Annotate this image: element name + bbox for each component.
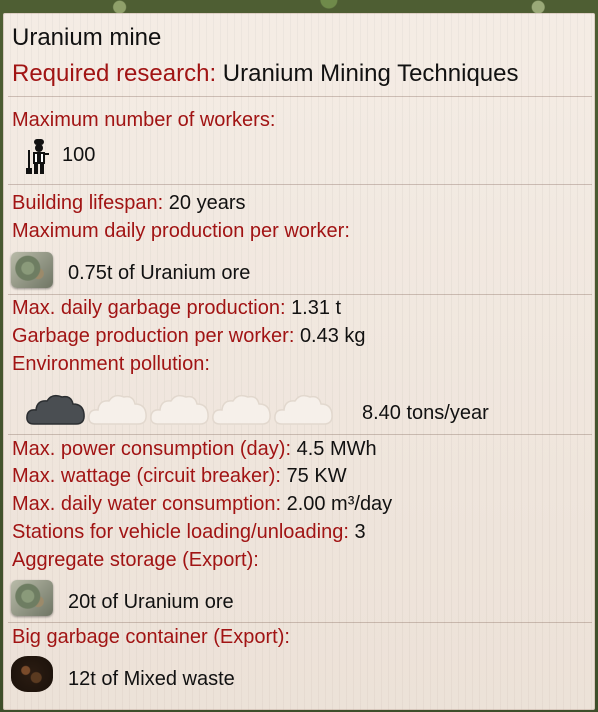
pollution-cloud-empty-icon — [148, 390, 212, 430]
stations-row: Stations for vehicle loading/unloading: … — [12, 520, 366, 544]
divider — [8, 184, 592, 185]
wattage-label: Max. wattage (circuit breaker): — [12, 465, 281, 487]
pollution-cloud-empty-icon — [210, 390, 274, 430]
water-value: 2.00 m³/day — [286, 493, 393, 515]
garbage-max-value: 1.31 t — [291, 297, 342, 319]
storage-value: 20t of Uranium ore — [68, 591, 234, 613]
pollution-label: Environment pollution: — [12, 353, 210, 375]
garbage-per-worker-row: Garbage production per worker: 0.43 kg — [12, 324, 366, 348]
pollution-cloud-empty-icon — [86, 390, 150, 430]
required-research: Required research: Uranium Mining Techni… — [12, 60, 519, 88]
uranium-ore-icon — [11, 252, 53, 288]
stations-value: 3 — [354, 521, 366, 543]
wattage-row: Max. wattage (circuit breaker): 75 KW — [12, 464, 347, 488]
divider — [8, 96, 592, 97]
garbage-max-row: Max. daily garbage production: 1.31 t — [12, 296, 341, 320]
pollution-value: 8.40 tons/year — [362, 402, 489, 424]
production-label: Maximum daily production per worker: — [12, 220, 350, 242]
worker-icon — [24, 136, 52, 181]
pollution-cloud-filled-icon — [24, 390, 88, 430]
mixed-waste-icon — [11, 656, 53, 692]
divider — [8, 434, 592, 435]
power-consumption-row: Max. power consumption (day): 4.5 MWh — [12, 437, 377, 461]
garbage-per-worker-value: 0.43 kg — [299, 325, 366, 347]
workers-label: Maximum number of workers: — [12, 109, 276, 131]
power-consumption-value: 4.5 MWh — [296, 438, 377, 460]
required-research-value: Uranium Mining Techniques — [222, 60, 519, 87]
workers-value: 100 — [62, 144, 96, 166]
divider — [8, 622, 592, 623]
pollution-cloud-empty-icon — [272, 390, 336, 430]
lifespan-value: 20 years — [168, 192, 246, 214]
water-row: Max. daily water consumption: 2.00 m³/da… — [12, 492, 392, 516]
garbage-container-label: Big garbage container (Export): — [12, 626, 290, 648]
production-value: 0.75t of Uranium ore — [68, 262, 251, 284]
required-research-label: Required research: — [12, 60, 217, 87]
water-label: Max. daily water consumption: — [12, 493, 282, 515]
stations-label: Stations for vehicle loading/unloading: — [12, 521, 349, 543]
garbage-per-worker-label: Garbage production per worker: — [12, 325, 295, 347]
divider — [8, 294, 592, 295]
garbage-max-label: Max. daily garbage production: — [12, 297, 286, 319]
lifespan-label: Building lifespan: — [12, 192, 164, 214]
power-consumption-label: Max. power consumption (day): — [12, 438, 292, 460]
storage-label: Aggregate storage (Export): — [12, 549, 259, 571]
uranium-ore-icon — [11, 580, 53, 616]
building-info-panel — [3, 13, 595, 710]
garbage-container-value: 12t of Mixed waste — [68, 668, 235, 690]
wattage-value: 75 KW — [286, 465, 347, 487]
lifespan-row: Building lifespan: 20 years — [12, 191, 246, 215]
building-name: Uranium mine — [12, 24, 162, 51]
